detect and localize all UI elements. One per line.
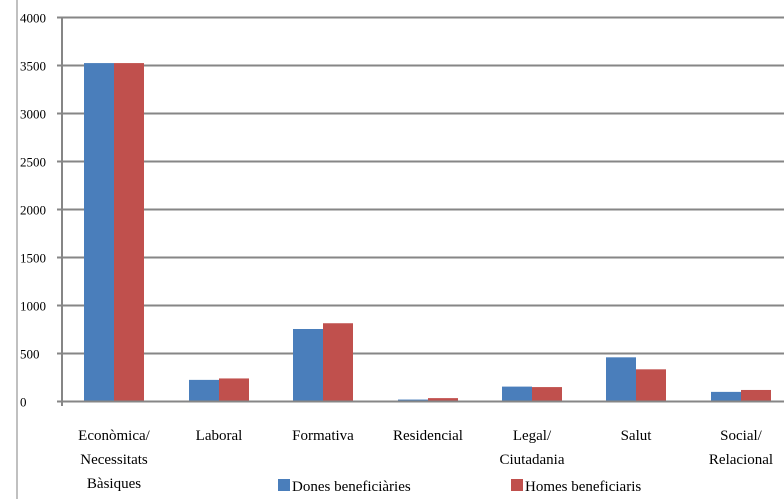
category-label: Formativa xyxy=(292,428,354,444)
y-tick-label: 3500 xyxy=(20,59,46,74)
bars xyxy=(84,63,771,402)
category-label-line: Laboral xyxy=(196,428,243,444)
bar-homes xyxy=(428,398,458,401)
category-label-line: Necessitats xyxy=(80,452,148,468)
category-label-line: Legal/ xyxy=(513,428,552,444)
axes xyxy=(16,0,784,499)
category-label-line: Formativa xyxy=(292,428,354,444)
gridlines xyxy=(62,16,784,355)
category-label: Legal/Ciutadania xyxy=(500,428,565,468)
y-tick-label: 0 xyxy=(20,395,27,410)
bar-dones xyxy=(398,399,428,401)
x-category-labels: Econòmica/Necessitats Bàsiques Laboral Form… xyxy=(78,428,773,492)
category-label-line: Ciutadania xyxy=(500,452,565,468)
category-label-line: Bàsiques xyxy=(87,476,141,492)
bar-homes xyxy=(532,387,562,401)
bar-homes xyxy=(636,369,666,401)
bar-dones xyxy=(84,63,114,402)
legend: Dones beneficiàries Homes beneficiaris xyxy=(278,479,641,495)
bar-homes xyxy=(219,378,249,401)
category-label: Residencial xyxy=(393,428,463,444)
y-tick-label: 2500 xyxy=(20,155,46,170)
category-label-line: Social/ xyxy=(720,428,762,444)
bar-homes xyxy=(323,323,353,401)
legend-label: Dones beneficiàries xyxy=(292,479,411,495)
y-tick-label: 4000 xyxy=(20,11,46,26)
category-label: Econòmica/Necessitats Bàsiques xyxy=(78,428,150,492)
legend-label: Homes beneficiaris xyxy=(525,479,641,495)
bar-dones xyxy=(293,329,323,401)
category-label-line: Salut xyxy=(621,428,653,444)
bar-dones xyxy=(711,391,741,401)
y-tick-labels: 0 500 1000 1500 2000 2500 3000 3500 4000 xyxy=(20,11,46,410)
y-tick-label: 500 xyxy=(20,347,40,362)
category-label: Salut xyxy=(621,428,653,444)
bar-homes xyxy=(114,63,144,402)
category-label-line: Residencial xyxy=(393,428,463,444)
bar-dones xyxy=(606,357,636,401)
legend-swatch xyxy=(278,479,290,491)
category-label-line: Relacional xyxy=(709,452,773,468)
category-label: Social/Relacional xyxy=(709,428,773,468)
y-tick-label: 1500 xyxy=(20,251,46,266)
category-label: Laboral xyxy=(196,428,243,444)
legend-swatch xyxy=(511,479,523,491)
y-tick-label: 1000 xyxy=(20,299,46,314)
bar-dones xyxy=(502,386,532,401)
y-tick-label: 3000 xyxy=(20,107,46,122)
y-tick-label: 2000 xyxy=(20,203,46,218)
bar-dones xyxy=(189,379,219,401)
category-label-line: Econòmica/ xyxy=(78,428,150,444)
bar-homes xyxy=(741,389,771,401)
